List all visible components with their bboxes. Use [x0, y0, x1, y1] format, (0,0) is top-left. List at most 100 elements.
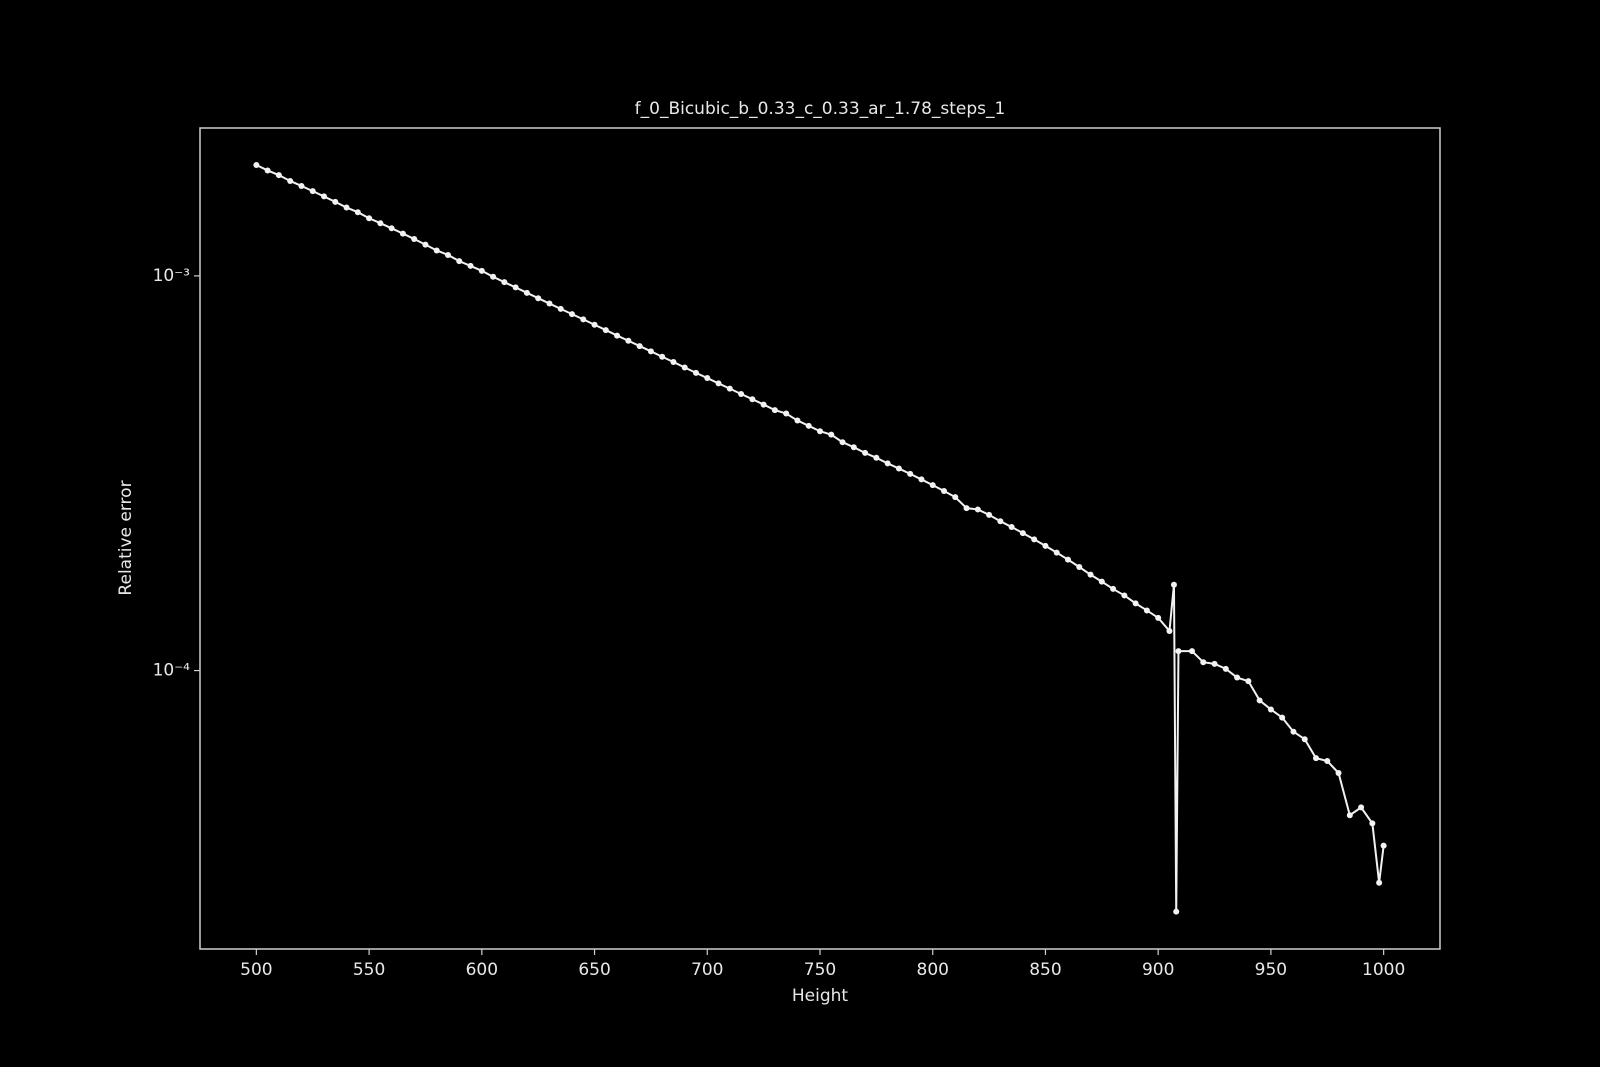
data-point — [1369, 820, 1376, 827]
data-point — [422, 241, 429, 248]
data-point — [569, 311, 575, 318]
data-point — [1346, 812, 1353, 819]
x-tick-label: 1000 — [1362, 960, 1405, 980]
y-tick-label: 10⁻⁴ — [153, 661, 191, 681]
data-point — [1170, 581, 1177, 588]
x-tick-label: 950 — [1255, 960, 1287, 980]
data-point — [647, 348, 654, 355]
data-point — [354, 209, 361, 216]
data-point — [433, 247, 440, 254]
x-tick-label: 800 — [917, 960, 949, 980]
data-point — [253, 161, 260, 168]
data-point — [557, 305, 564, 312]
data-point — [388, 225, 395, 232]
data-point — [321, 193, 327, 200]
data-point — [693, 369, 699, 376]
data-point — [366, 215, 373, 222]
data-point — [580, 316, 587, 323]
data-point — [287, 177, 294, 184]
data-point — [974, 506, 981, 513]
data-point — [986, 511, 993, 518]
data-point — [1019, 530, 1026, 537]
data-point — [1087, 571, 1094, 578]
data-point — [760, 401, 767, 408]
data-point — [817, 428, 823, 435]
data-point — [1065, 556, 1071, 563]
data-point — [1175, 648, 1182, 655]
data-point — [1173, 908, 1180, 915]
data-point — [794, 417, 801, 424]
data-point — [1380, 842, 1387, 849]
data-point — [1234, 674, 1241, 681]
data-point — [918, 476, 925, 483]
data-point — [929, 482, 936, 489]
data-point — [850, 444, 857, 451]
data-point — [467, 262, 474, 269]
data-point — [625, 337, 632, 344]
data-point — [1189, 648, 1195, 655]
x-axis-label: Height — [792, 986, 849, 1006]
data-point — [839, 439, 846, 446]
data-point — [1256, 697, 1263, 704]
data-point — [1245, 678, 1252, 685]
data-point — [952, 494, 959, 501]
data-point — [1143, 607, 1150, 614]
data-point — [1132, 600, 1139, 607]
data-point — [1031, 536, 1038, 543]
data-point — [670, 359, 677, 366]
data-point — [997, 518, 1004, 525]
data-point — [681, 364, 688, 371]
data-point — [1358, 804, 1365, 811]
data-point — [1222, 665, 1229, 672]
data-point — [1042, 542, 1049, 549]
data-point — [602, 327, 609, 334]
data-point — [805, 422, 812, 429]
data-point — [264, 167, 271, 174]
data-point — [659, 353, 666, 360]
data-point — [715, 380, 722, 387]
data-point — [1290, 728, 1297, 735]
data-point — [377, 220, 384, 227]
data-point — [636, 343, 643, 350]
x-tick-label: 650 — [578, 960, 610, 980]
data-point — [478, 267, 485, 274]
data-point — [1376, 879, 1383, 886]
data-point — [490, 273, 497, 280]
data-point — [298, 182, 305, 189]
data-point — [1301, 736, 1308, 743]
y-axis-label: Relative error — [116, 480, 136, 595]
data-point — [1155, 614, 1162, 621]
data-point — [907, 470, 914, 477]
data-point — [783, 410, 790, 417]
data-point — [275, 172, 282, 179]
x-tick-label: 500 — [240, 960, 272, 980]
data-point — [501, 279, 508, 286]
data-point — [828, 431, 835, 438]
data-point — [535, 295, 542, 302]
data-point — [456, 258, 463, 265]
data-point — [1279, 714, 1286, 721]
data-point — [591, 321, 598, 328]
data-point — [523, 289, 530, 296]
data-point — [512, 284, 519, 291]
data-point — [941, 488, 947, 495]
x-tick-label: 900 — [1142, 960, 1174, 980]
data-point — [1053, 549, 1060, 556]
data-point — [332, 198, 339, 205]
data-point — [884, 460, 891, 467]
x-tick-label: 550 — [353, 960, 385, 980]
data-point — [343, 204, 350, 211]
data-point — [445, 251, 451, 258]
chart-title: f_0_Bicubic_b_0.33_c_0.33_ar_1.78_steps_… — [635, 99, 1006, 119]
data-point — [704, 375, 711, 382]
data-point — [862, 449, 869, 456]
x-tick-label: 850 — [1029, 960, 1061, 980]
x-tick-label: 750 — [804, 960, 836, 980]
data-point — [614, 332, 621, 339]
data-point — [1076, 563, 1083, 570]
data-point — [399, 230, 406, 237]
data-point — [1008, 524, 1015, 531]
